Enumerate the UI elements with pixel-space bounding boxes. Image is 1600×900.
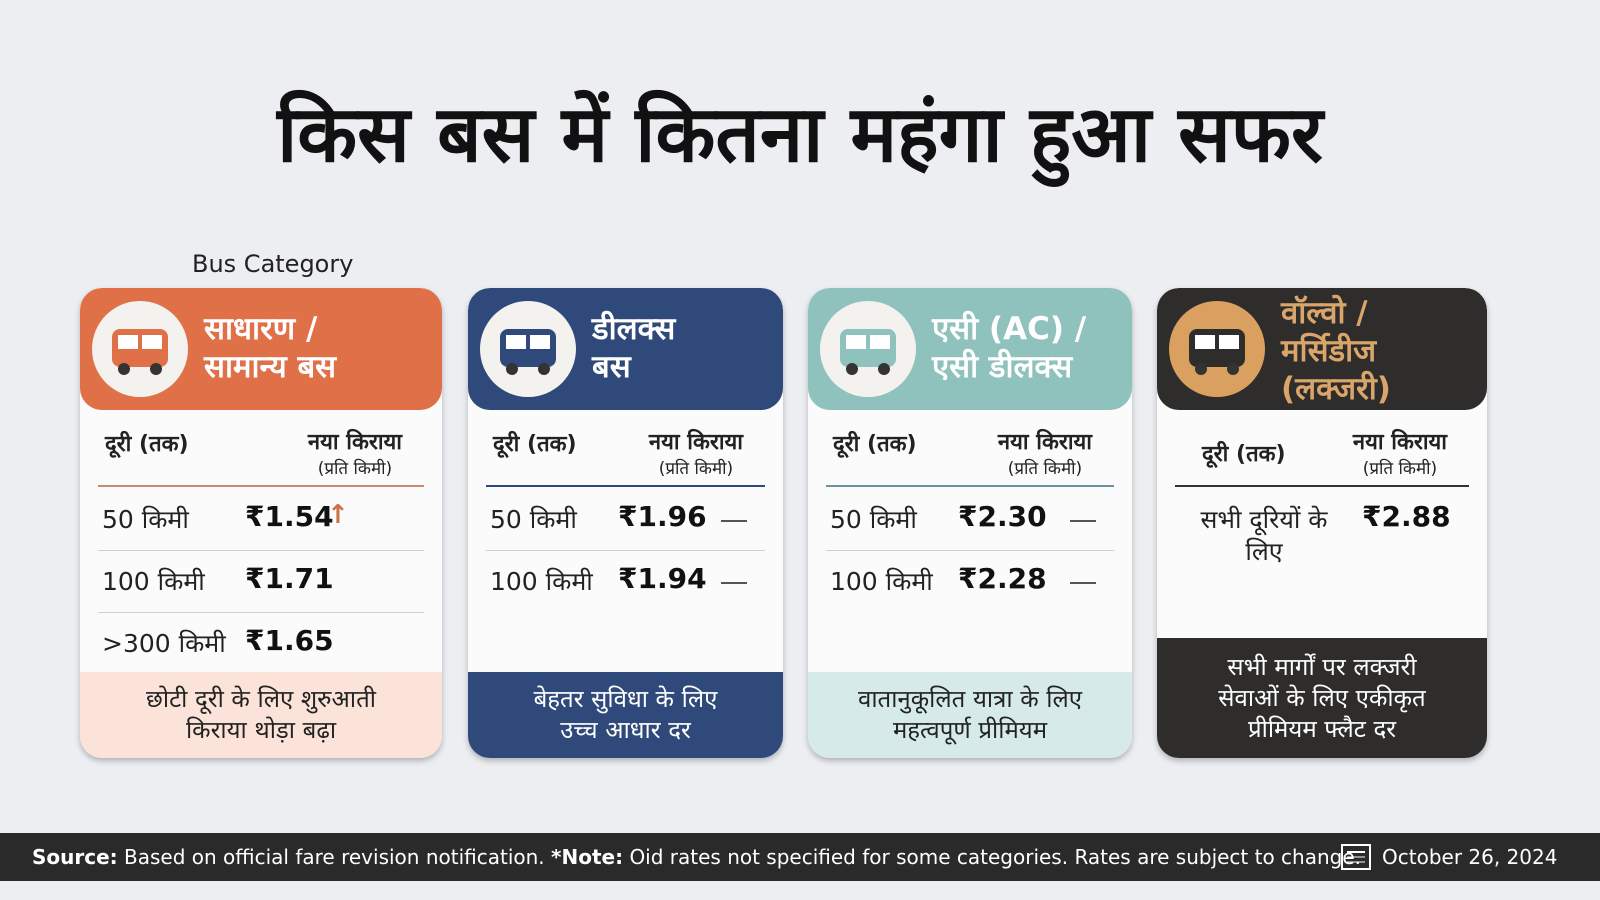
note-line: उच्च आधार दर <box>560 716 691 744</box>
card-header: एसी (AC) / एसी डीलक्स <box>808 288 1132 410</box>
source-text: Based on official fare revision notifica… <box>124 845 545 869</box>
distance: 50 किमी <box>830 505 917 534</box>
header-rule <box>98 485 424 487</box>
card-header: साधारण / सामान्य बस <box>80 288 442 410</box>
card-title: वॉल्वो / मर्सिडीज (लक्जरी) <box>1281 294 1391 408</box>
column-header: नया किराया <box>648 430 743 455</box>
note-line: सभी मार्गों पर लक्जरी <box>1227 652 1417 681</box>
fare: ₹1.96 <box>618 500 707 533</box>
date: October 26, 2024 <box>1382 845 1558 869</box>
column-header: दूरी (तक) <box>833 432 917 457</box>
distance: 50 किमी <box>102 505 189 534</box>
column-subheader: (प्रति किमी) <box>658 459 734 479</box>
header-rule <box>1175 485 1469 487</box>
note-line: प्रीमियम फ्लैट दर <box>1247 714 1397 743</box>
fare: ₹2.30 <box>958 500 1047 533</box>
fare-card: साधारण / सामान्य बस दूरी (तक) नया किराया (प्… <box>80 288 442 758</box>
card-header: वॉल्वो / मर्सिडीज (लक्जरी) <box>1157 288 1487 410</box>
card-header: डीलक्स बस <box>468 288 783 410</box>
fare: ₹1.65 <box>245 624 334 657</box>
fare: ₹1.54 <box>245 500 334 533</box>
column-header: नया किराया (प्रति किमी) <box>308 426 402 479</box>
column-subheader: (प्रति किमी) <box>1007 459 1083 479</box>
note-text: Oid rates not specified for some categor… <box>629 845 1362 869</box>
column-header: नया किराया (प्रति किमी) <box>998 426 1092 479</box>
header-rule <box>486 485 765 487</box>
distance: 50 किमी <box>490 505 577 534</box>
note-label: *Note: <box>551 845 624 869</box>
distance: सभी दूरियों के लिए <box>1200 505 1328 566</box>
unchanged-dash <box>721 520 747 522</box>
distance: 100 किमी <box>102 567 205 596</box>
source: Source: Based on official fare revision … <box>32 833 1361 881</box>
card-note: बेहतर सुविधा के लिए उच्च आधार दर <box>468 672 783 758</box>
column-header: दूरी (तक) <box>493 432 577 457</box>
title-line: सामान्य बस <box>204 349 337 385</box>
footer: Source: Based on official fare revision … <box>0 833 1600 881</box>
title-line: बस <box>592 349 631 385</box>
column-header: नया किराया (प्रति किमी) <box>649 426 743 479</box>
section-label: Bus Category <box>192 250 354 278</box>
card-note: छोटी दूरी के लिए शुरुआती किराया थोड़ा बढ़… <box>80 672 442 758</box>
column-subheader: (प्रति किमी) <box>1362 459 1438 479</box>
column-header: नया किराया <box>997 430 1092 455</box>
title-line: डीलक्स <box>592 311 676 347</box>
note-line: महत्वपूर्ण प्रीमियम <box>892 716 1048 744</box>
card-title: डीलक्स बस <box>592 310 675 386</box>
title-line: एसी (AC) / <box>932 311 1087 347</box>
fare-card: एसी (AC) / एसी डीलक्स दूरी (तक) नया किराया (… <box>808 288 1132 758</box>
title-line: साधारण / <box>204 311 318 347</box>
increase-arrow: ↑ <box>327 500 349 530</box>
row-separator <box>98 550 424 551</box>
card-title: एसी (AC) / एसी डीलक्स <box>932 310 1086 386</box>
row-separator <box>486 550 765 551</box>
note-line: वातानुकूलित यात्रा के लिए <box>857 685 1083 713</box>
title-line: वॉल्वो / <box>1281 295 1368 331</box>
source-label: Source: <box>32 845 118 869</box>
note-line: छोटी दूरी के लिए शुरुआती <box>146 685 376 713</box>
unchanged-dash <box>1070 582 1096 584</box>
fare: ₹2.88 <box>1362 500 1451 533</box>
column-header: नया किराया (प्रति किमी) <box>1353 426 1447 479</box>
fare-card: वॉल्वो / मर्सिडीज (लक्जरी) दूरी (तक) नया किर… <box>1157 288 1487 758</box>
card-title: साधारण / सामान्य बस <box>204 310 336 386</box>
calendar-icon <box>1341 844 1371 870</box>
bus-icon <box>92 301 188 397</box>
bus-icon <box>820 301 916 397</box>
bus-icon <box>480 301 576 397</box>
distance: >300 किमी <box>102 629 226 658</box>
column-header: दूरी (तक) <box>1202 442 1286 467</box>
fare: ₹1.94 <box>618 562 707 595</box>
column-header: दूरी (तक) <box>105 432 189 457</box>
note-line: बेहतर सुविधा के लिए <box>533 685 718 713</box>
fare: ₹1.71 <box>245 562 334 595</box>
column-subheader: (प्रति किमी) <box>317 459 393 479</box>
distance: 100 किमी <box>490 567 593 596</box>
fare: ₹2.28 <box>958 562 1047 595</box>
row-separator <box>98 612 424 613</box>
title-line: मर्सिडीज <box>1281 333 1377 369</box>
card-note: वातानुकूलित यात्रा के लिए महत्वपूर्ण प्री… <box>808 672 1132 758</box>
unchanged-dash <box>721 582 747 584</box>
card-note: सभी मार्गों पर लक्जरी सेवाओं के लिए एकीकृ… <box>1157 638 1487 758</box>
header-rule <box>826 485 1114 487</box>
distance: 100 किमी <box>830 567 933 596</box>
row-separator <box>826 550 1114 551</box>
bus-icon <box>1169 301 1265 397</box>
title-line: एसी डीलक्स <box>932 349 1073 385</box>
unchanged-dash <box>1070 520 1096 522</box>
note-line: सेवाओं के लिए एकीकृत <box>1218 683 1426 712</box>
page-title: किस बस में कितना महंगा हुआ सफर <box>277 90 1323 180</box>
column-header: नया किराया <box>1352 430 1447 455</box>
column-header: नया किराया <box>307 430 402 455</box>
fare-card: डीलक्स बस दूरी (तक) नया किराया (प्रति किमी) 5… <box>468 288 783 758</box>
title-line: (लक्जरी) <box>1281 371 1391 407</box>
note-line: किराया थोड़ा बढ़ा <box>185 716 337 744</box>
